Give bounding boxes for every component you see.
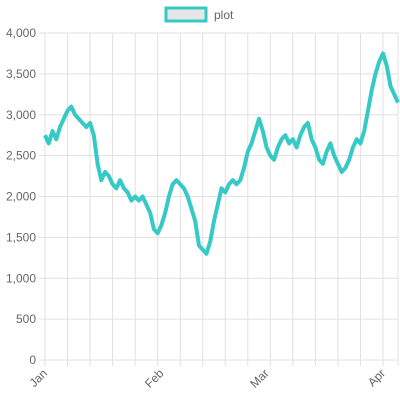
- line: [43, 51, 400, 256]
- y-tick-label: 2,500: [6, 149, 36, 163]
- y-tick-label: 1,500: [6, 230, 36, 244]
- x-tick-label: Mar: [247, 366, 272, 391]
- y-tick-label: 4,000: [6, 26, 36, 40]
- y-tick-label: 3,500: [6, 67, 36, 81]
- y-tick-label: 1,000: [6, 271, 36, 285]
- legend-swatch: [164, 6, 208, 23]
- y-tick-label: 500: [16, 312, 36, 326]
- legend-label: plot: [214, 8, 234, 22]
- y-tick-label: 0: [29, 353, 36, 367]
- x-tick-label: Feb: [142, 366, 167, 391]
- x-tick-label: Jan: [27, 366, 51, 390]
- y-tick-label: 3,000: [6, 108, 36, 122]
- x-tick-label: Apr: [365, 366, 388, 389]
- y-tick-label: 2,000: [6, 190, 36, 204]
